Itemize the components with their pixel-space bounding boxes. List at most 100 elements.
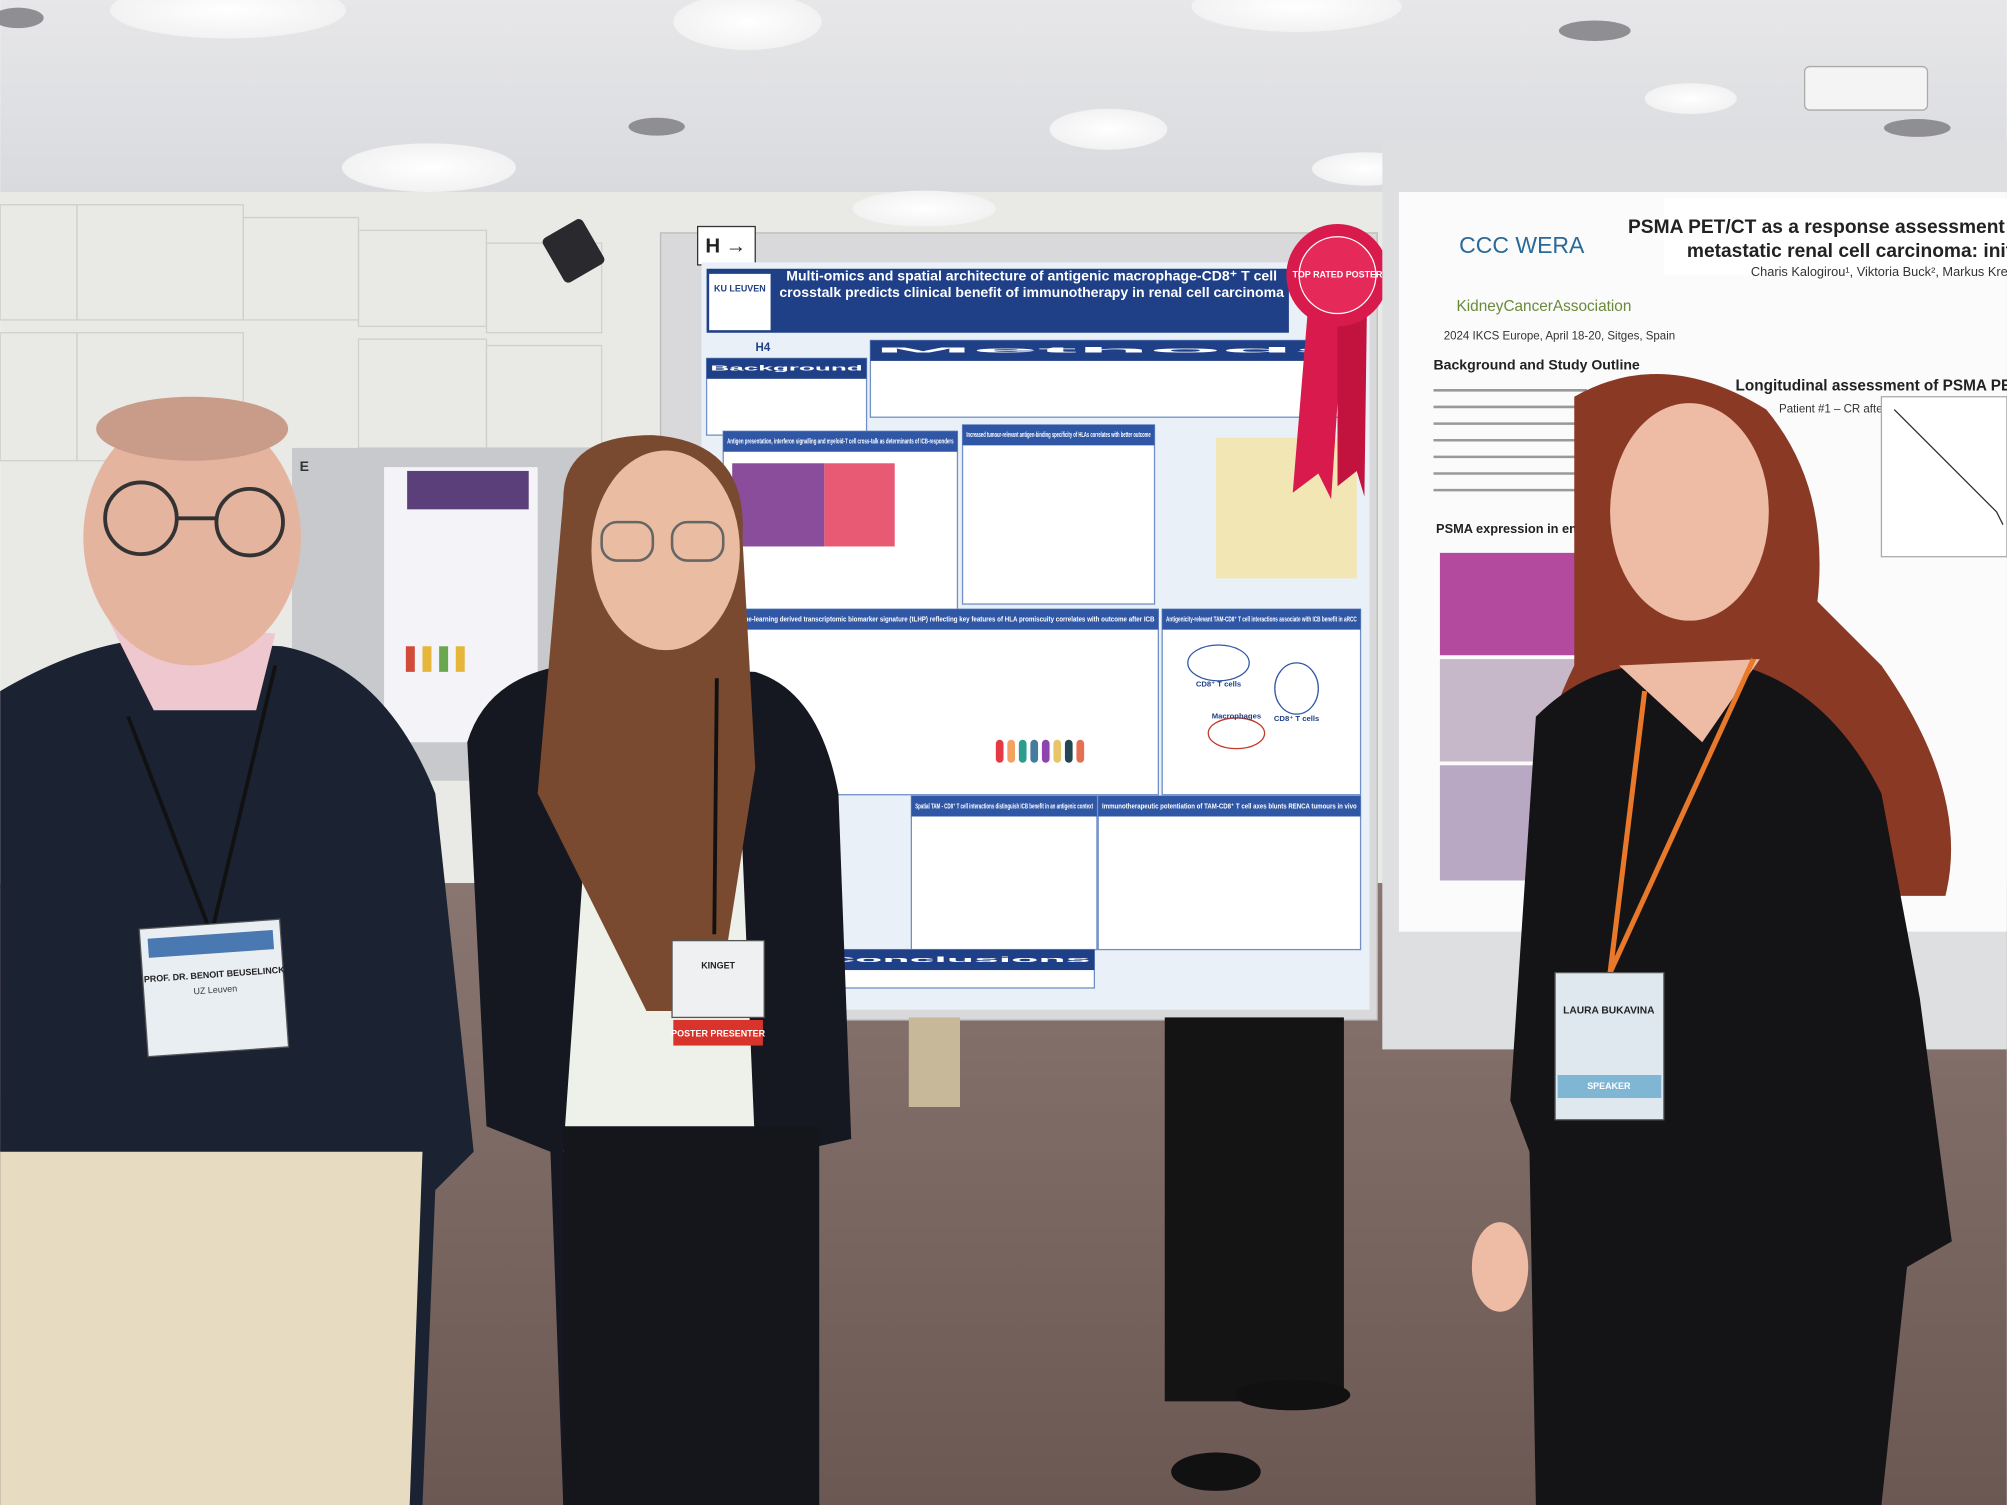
presenter bbox=[673, 1019, 763, 1046]
man bbox=[126, 715, 214, 935]
vents bbox=[1883, 119, 1951, 137]
poster-panel-header bbox=[870, 340, 1364, 361]
right-heading-1: Background and Study Outline bbox=[1434, 357, 1640, 373]
back-poster-bars bbox=[405, 646, 465, 672]
board-letter: E bbox=[300, 458, 309, 474]
poster-panel-heading: Methods bbox=[874, 346, 1359, 355]
panel-label: CD8⁺ T cells bbox=[1196, 680, 1241, 689]
right-logo: CCC WERA bbox=[1459, 232, 1585, 258]
poster-panel-heading: Increased tumour-relevant antigen-bindin… bbox=[966, 430, 1150, 439]
speaker bbox=[1619, 659, 1760, 743]
right-title-band bbox=[1663, 198, 2007, 276]
presenter bbox=[600, 520, 725, 562]
right-authors: Charis Kalogirou¹, Viktoria Buck², Marku… bbox=[1751, 264, 2007, 279]
board-sign-label: H → bbox=[705, 234, 746, 257]
cell-cluster bbox=[1187, 644, 1250, 682]
ceiling-lights bbox=[1644, 83, 1737, 114]
ceiling-lights bbox=[110, 0, 346, 39]
standing-person-legs bbox=[1171, 1452, 1261, 1491]
poster-title: Multi-omics and spatial architecture of … bbox=[779, 268, 1284, 301]
standing-person-legs bbox=[1235, 1379, 1351, 1411]
violin bbox=[1007, 739, 1016, 763]
man bbox=[103, 480, 285, 558]
man bbox=[0, 1151, 423, 1505]
poster-panel-heading: Conclusions bbox=[823, 955, 1090, 964]
presenter bbox=[600, 520, 655, 562]
poster-panel-heading: Machine-learning derived transcriptomic … bbox=[727, 614, 1155, 623]
right-association: KidneyCancerAssociation bbox=[1457, 298, 1632, 315]
right-heading-2: Longitudinal assessment of PSMA PET/CT bbox=[1736, 378, 2007, 395]
panel-label: CD8⁺ T cells bbox=[1274, 714, 1319, 723]
badge-ribbon-center: POSTER PRESENTER bbox=[671, 1028, 765, 1038]
ceiling-lights bbox=[1191, 0, 1402, 32]
cell-cluster bbox=[1274, 662, 1319, 715]
vents bbox=[0, 7, 44, 29]
violin bbox=[1076, 739, 1085, 763]
poster-panel-header bbox=[819, 949, 1095, 971]
speaker bbox=[1610, 403, 1769, 621]
poster-panel-heading: Spatial TAM - CD8⁺ T cell interactions d… bbox=[915, 801, 1093, 810]
right-text-lines bbox=[1433, 389, 1588, 492]
poster-panel-header bbox=[723, 609, 1159, 630]
right-chart bbox=[1880, 396, 2007, 558]
presenter bbox=[563, 1126, 820, 1505]
standing-person-legs bbox=[1164, 1017, 1351, 1491]
right-title-2: metastatic renal cell carcinoma: initial bbox=[1687, 241, 2007, 262]
speaker bbox=[1557, 1075, 1662, 1099]
man bbox=[214, 486, 285, 558]
speaker bbox=[1471, 373, 1952, 1505]
ribbon bbox=[1286, 223, 1389, 500]
back-poster-bars bbox=[422, 646, 432, 672]
presenter bbox=[712, 678, 719, 935]
camera bbox=[542, 219, 605, 283]
violin bbox=[1053, 739, 1062, 763]
violin bbox=[1064, 739, 1073, 763]
institution: KU LEUVEN bbox=[714, 284, 766, 294]
ceiling-lights bbox=[1049, 108, 1168, 150]
violin bbox=[1018, 739, 1027, 763]
back-poster-bars bbox=[439, 646, 449, 672]
right-meeting: 2024 IKCS Europe, April 18-20, Sitges, S… bbox=[1444, 331, 1675, 343]
vents bbox=[0, 7, 1951, 137]
poster-panel bbox=[910, 795, 1098, 951]
poster-panel-header bbox=[706, 358, 867, 379]
badge-org-left: UZ Leuven bbox=[193, 983, 237, 996]
poster-panel-heading: Antigen presentation, interferon signall… bbox=[727, 437, 954, 446]
ceiling-lights bbox=[673, 0, 822, 50]
heatmap-right bbox=[824, 463, 895, 547]
presenter bbox=[591, 450, 740, 651]
man bbox=[209, 665, 278, 935]
badge-name-right: LAURA BUKAVINA bbox=[1563, 1006, 1655, 1017]
board-sign bbox=[696, 225, 756, 266]
man bbox=[147, 929, 275, 958]
umap bbox=[1215, 437, 1357, 579]
poster-panel bbox=[1161, 608, 1362, 796]
histology-1 bbox=[1439, 552, 1581, 656]
man bbox=[83, 409, 301, 666]
poster-panel-header bbox=[723, 431, 958, 452]
poster-panel-header bbox=[1098, 796, 1361, 817]
back-poster-bars bbox=[405, 646, 415, 672]
vents bbox=[1558, 20, 1631, 41]
right-chart-line bbox=[1893, 409, 2004, 525]
poster-panel-header bbox=[962, 424, 1155, 446]
poster-panel-heading: Background bbox=[710, 364, 863, 373]
ribbon bbox=[1292, 307, 1344, 500]
badge-name-center: KINGET bbox=[701, 961, 735, 971]
standing-person-legs bbox=[1164, 1017, 1344, 1402]
ribbon bbox=[1298, 236, 1377, 315]
vents bbox=[628, 117, 685, 136]
heatmap bbox=[732, 463, 825, 547]
poster-panel-header bbox=[911, 796, 1097, 817]
man bbox=[0, 396, 474, 1505]
presenter bbox=[671, 939, 765, 1019]
violin bbox=[1030, 739, 1039, 763]
presenter bbox=[670, 520, 725, 562]
poster-header bbox=[706, 268, 1289, 333]
poster-title-box: Multi-omics and spatial architecture of … bbox=[779, 268, 1284, 301]
ceiling-lights bbox=[341, 143, 516, 192]
back-poster-bars bbox=[455, 646, 465, 672]
ceiling-lights bbox=[852, 190, 996, 227]
speaker bbox=[1471, 1222, 1529, 1312]
badge-ribbon-right: SPEAKER bbox=[1587, 1081, 1631, 1091]
